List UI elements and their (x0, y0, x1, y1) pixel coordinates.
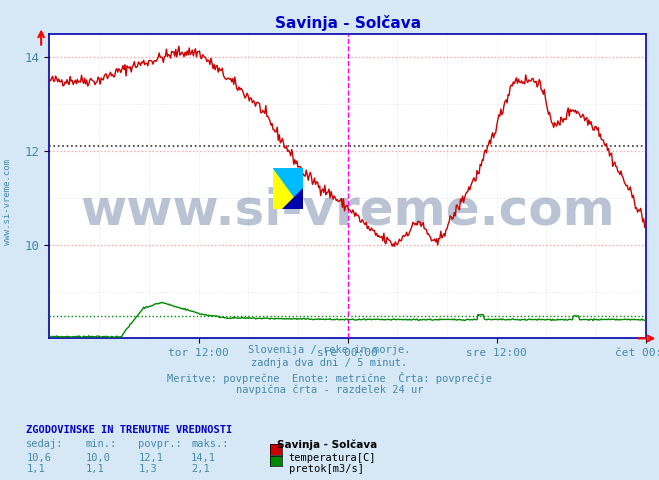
Text: 1,3: 1,3 (138, 464, 157, 474)
Polygon shape (273, 168, 303, 209)
Text: 1,1: 1,1 (26, 464, 45, 474)
Text: min.:: min.: (86, 439, 117, 449)
Text: ZGODOVINSKE IN TRENUTNE VREDNOSTI: ZGODOVINSKE IN TRENUTNE VREDNOSTI (26, 425, 233, 435)
Text: maks.:: maks.: (191, 439, 229, 449)
Text: www.si-vreme.com: www.si-vreme.com (3, 158, 13, 245)
Text: 10,0: 10,0 (86, 453, 111, 463)
Text: zadnja dva dni / 5 minut.: zadnja dva dni / 5 minut. (251, 358, 408, 368)
Text: Savinja - Solčava: Savinja - Solčava (277, 439, 377, 450)
Polygon shape (283, 189, 303, 209)
Text: 10,6: 10,6 (26, 453, 51, 463)
Text: 1,1: 1,1 (86, 464, 104, 474)
Text: navpična črta - razdelek 24 ur: navpična črta - razdelek 24 ur (236, 385, 423, 396)
Text: www.si-vreme.com: www.si-vreme.com (80, 186, 615, 234)
Text: 12,1: 12,1 (138, 453, 163, 463)
Text: povpr.:: povpr.: (138, 439, 182, 449)
Text: Slovenija / reke in morje.: Slovenija / reke in morje. (248, 345, 411, 355)
Text: 2,1: 2,1 (191, 464, 210, 474)
Text: pretok[m3/s]: pretok[m3/s] (289, 464, 364, 474)
Text: sedaj:: sedaj: (26, 439, 64, 449)
Text: Meritve: povprečne  Enote: metrične  Črta: povprečje: Meritve: povprečne Enote: metrične Črta:… (167, 372, 492, 384)
Title: Savinja - Solčava: Savinja - Solčava (275, 15, 420, 31)
Text: temperatura[C]: temperatura[C] (289, 453, 376, 463)
Text: 14,1: 14,1 (191, 453, 216, 463)
